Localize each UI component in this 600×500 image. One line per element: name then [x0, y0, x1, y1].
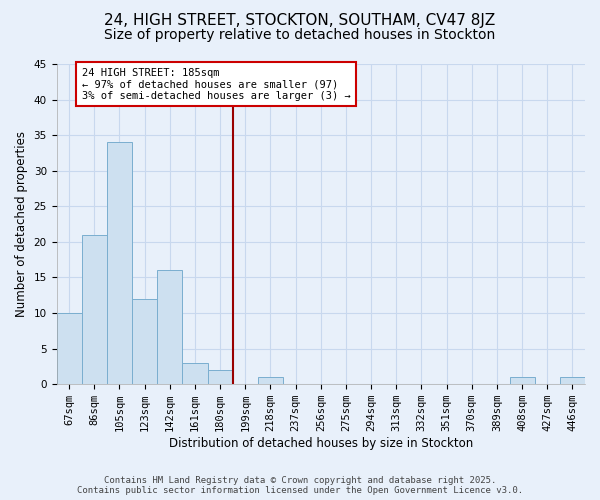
Bar: [82, 235, 107, 384]
Bar: [107, 142, 132, 384]
Bar: [132, 299, 157, 384]
Text: 24 HIGH STREET: 185sqm
← 97% of detached houses are smaller (97)
3% of semi-deta: 24 HIGH STREET: 185sqm ← 97% of detached…: [82, 68, 350, 101]
Text: Size of property relative to detached houses in Stockton: Size of property relative to detached ho…: [104, 28, 496, 42]
X-axis label: Distribution of detached houses by size in Stockton: Distribution of detached houses by size …: [169, 437, 473, 450]
Text: Contains HM Land Registry data © Crown copyright and database right 2025.
Contai: Contains HM Land Registry data © Crown c…: [77, 476, 523, 495]
Bar: [258, 377, 283, 384]
Bar: [560, 377, 585, 384]
Y-axis label: Number of detached properties: Number of detached properties: [15, 131, 28, 317]
Bar: [509, 377, 535, 384]
Bar: [182, 363, 208, 384]
Bar: [157, 270, 182, 384]
Bar: [208, 370, 233, 384]
Bar: [56, 313, 82, 384]
Text: 24, HIGH STREET, STOCKTON, SOUTHAM, CV47 8JZ: 24, HIGH STREET, STOCKTON, SOUTHAM, CV47…: [104, 12, 496, 28]
